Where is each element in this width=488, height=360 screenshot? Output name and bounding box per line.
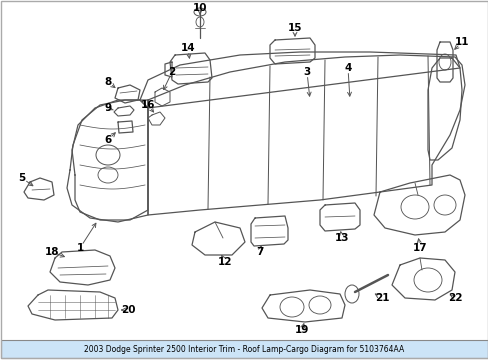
Text: 4: 4 xyxy=(344,63,351,73)
Bar xyxy=(1,340,487,358)
Text: 22: 22 xyxy=(447,293,461,303)
Text: 3: 3 xyxy=(303,67,310,77)
Text: 19: 19 xyxy=(294,325,308,335)
Text: 9: 9 xyxy=(104,103,111,113)
Text: 10: 10 xyxy=(192,3,207,13)
Text: 14: 14 xyxy=(181,43,195,53)
Text: 21: 21 xyxy=(374,293,388,303)
Text: 5: 5 xyxy=(19,173,25,183)
Text: 20: 20 xyxy=(121,305,135,315)
Text: 2: 2 xyxy=(168,67,175,77)
Text: 8: 8 xyxy=(104,77,111,87)
Text: 16: 16 xyxy=(141,100,155,110)
Text: 15: 15 xyxy=(287,23,302,33)
Text: 11: 11 xyxy=(454,37,468,47)
Text: 12: 12 xyxy=(217,257,232,267)
Text: 7: 7 xyxy=(256,247,263,257)
Text: 2003 Dodge Sprinter 2500 Interior Trim - Roof Lamp-Cargo Diagram for 5103764AA: 2003 Dodge Sprinter 2500 Interior Trim -… xyxy=(84,345,403,354)
Text: 6: 6 xyxy=(104,135,111,145)
Text: 1: 1 xyxy=(76,243,83,253)
Text: 17: 17 xyxy=(412,243,427,253)
Text: 18: 18 xyxy=(45,247,59,257)
Text: 13: 13 xyxy=(334,233,348,243)
